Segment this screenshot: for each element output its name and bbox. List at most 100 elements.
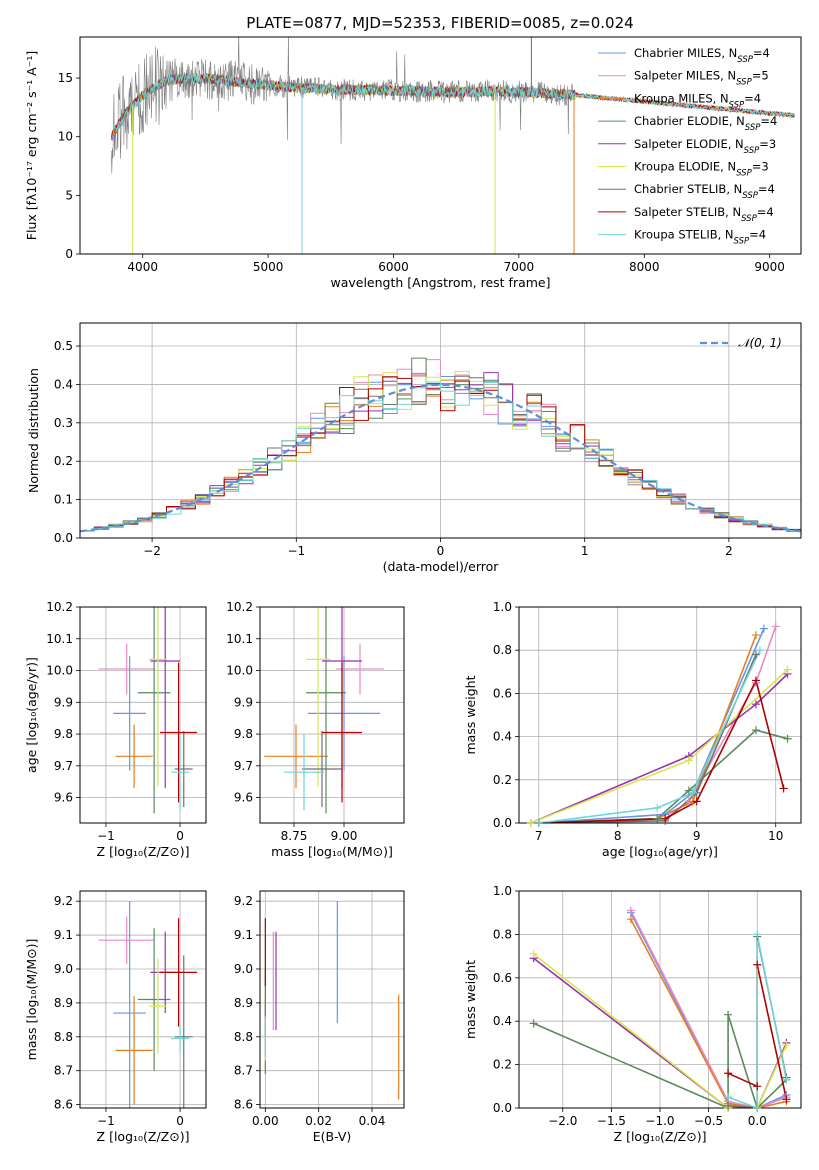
weight-marker-cm: [759, 624, 768, 633]
weight-marker-sm: [771, 622, 780, 631]
panel-age-vs-z: −1 0 9.6 9.7 9.8 9.9 10.0 10.1 10.2 Z [log₁₀(Z/Z⊙…: [24, 600, 207, 859]
weight-line-ks: [538, 649, 761, 823]
legend-entry: Chabrier STELIB, NSSP=4: [634, 182, 775, 201]
x-tick-label: 10: [768, 829, 783, 843]
y-tick-label: 9.8: [54, 727, 73, 741]
x-tick-label: 5000: [253, 260, 284, 274]
histogram-ss: [80, 376, 801, 532]
weight-marker-ss: [724, 1069, 733, 1078]
y-tick-label: 0.4: [493, 1014, 512, 1028]
weight-line-sm: [538, 626, 777, 823]
x-tick-label: 0: [437, 544, 445, 558]
y-tick-label: 10.0: [226, 664, 253, 678]
x-tick-label: 9.00: [331, 829, 358, 843]
axes-frame: [259, 890, 405, 1109]
x-tick-label: −1.5: [597, 1114, 626, 1128]
normal-curve: [80, 383, 801, 533]
y-axis-label: mass weight: [463, 675, 478, 754]
weight-marker-sm: [626, 906, 635, 915]
legend-entry: Kroupa MILES, NSSP=4: [634, 91, 761, 110]
y-tick-label: 0.0: [493, 1101, 512, 1115]
y-tick-label: 5: [65, 188, 73, 202]
x-tick-label: 0.00: [252, 1114, 279, 1128]
axes-frame: [259, 606, 405, 824]
plot-area: [264, 901, 400, 1100]
x-tick-label: 0.04: [359, 1114, 386, 1128]
x-tick-label: −2.0: [548, 1114, 577, 1128]
x-axis-label: mass [log₁₀(M/M⊙)]: [271, 844, 393, 859]
panel-weight-vs-age: 7 8 9 10 0.0 0.2 0.4 0.6 0.8 1.0 age [log₁₀(age/yr…: [463, 600, 802, 859]
y-tick-label: 9.6: [54, 791, 73, 805]
plot-area: [98, 901, 198, 1108]
grid: [260, 606, 404, 823]
spectrum-line-ks: [110, 73, 795, 139]
y-tick-label: 8.7: [234, 1064, 253, 1078]
x-tick-label: −1: [287, 544, 305, 558]
x-tick-label: −2: [143, 544, 161, 558]
y-tick-label: 0.8: [493, 643, 512, 657]
panel-residuals: −2 −1 0 1 2 0.0 0.1 0.2 0.3 0.4 0.5 (data-model)/er…: [26, 322, 802, 574]
weight-marker-ks: [688, 788, 697, 797]
figure-title: PLATE=0877, MJD=52353, FIBERID=0085, z=0…: [246, 14, 633, 32]
grid: [80, 606, 206, 823]
y-tick-label: 9.9: [54, 695, 73, 709]
y-tick-label: 9.1: [54, 928, 73, 942]
weight-marker-ks: [653, 803, 662, 812]
x-tick-label: −1: [97, 1114, 115, 1128]
x-tick-label: 9000: [754, 260, 785, 274]
y-tick-label: 0.2: [493, 773, 512, 787]
weight-marker-ss: [782, 1095, 791, 1104]
weight-marker-ss: [751, 676, 760, 685]
weight-marker-ke: [526, 819, 535, 827]
weight-marker-ce: [653, 814, 662, 823]
panel-mass-vs-z: −1 0 8.6 8.7 8.8 8.9 9.0 9.1 9.2 Z [log₁₀(Z/Z⊙)] m…: [24, 890, 207, 1144]
legend: Chabrier MILES, NSSP=4 Salpeter MILES, NS…: [598, 46, 777, 247]
weight-marker-ss: [661, 814, 670, 823]
y-tick-label: 9.8: [234, 727, 253, 741]
weight-marker-se: [751, 700, 760, 709]
x-tick-label: 9: [693, 829, 701, 843]
panel-weight-vs-z: −2.0 −1.5 −1.0 −0.5 0.0 0.0 0.2 0.4 0.6 0.8 1.0 Z […: [463, 884, 802, 1144]
axes-frame: [79, 890, 207, 1109]
legend-entry: Kroupa ELODIE, NSSP=3: [634, 160, 769, 179]
y-axis-label: mass weight: [463, 960, 478, 1039]
weight-line-ks: [727, 934, 788, 1108]
legend-entry: Kroupa STELIB, NSSP=4: [634, 228, 766, 247]
y-tick-label: 0.2: [54, 454, 73, 468]
weight-marker-ks: [782, 1075, 791, 1084]
weight-marker-cs: [751, 650, 760, 659]
x-tick-label: 4000: [127, 260, 158, 274]
x-axis-label: wavelength [Angstrom, rest frame]: [330, 275, 550, 290]
y-tick-label: 9.7: [234, 759, 253, 773]
y-tick-label: 10.0: [46, 664, 73, 678]
x-tick-label: 8.75: [281, 829, 308, 843]
y-axis-label: Flux [fλ10⁻¹⁷ erg cm⁻² s⁻¹ A⁻¹]: [24, 51, 39, 240]
x-tick-label: 2: [725, 544, 733, 558]
weight-marker-ke: [529, 949, 538, 958]
x-tick-label: 0: [176, 829, 184, 843]
weight-line-sm: [630, 910, 787, 1108]
x-tick-label: 0.02: [305, 1114, 332, 1128]
weight-line-ss: [538, 678, 785, 823]
spectrum-line-ss: [110, 72, 795, 139]
plot-area: [264, 607, 384, 814]
weight-marker-ce: [529, 1019, 538, 1028]
y-tick-label: 8.8: [54, 1030, 73, 1044]
y-tick-label: 8.9: [54, 996, 73, 1010]
plot-area: [80, 357, 801, 533]
x-axis-label: (data-model)/error: [383, 559, 500, 574]
weight-marker-ce: [724, 1010, 733, 1019]
axes-frame: [518, 606, 802, 824]
weight-line-km: [630, 918, 787, 1108]
weight-line-ce: [530, 729, 788, 823]
y-tick-label: 8.7: [54, 1064, 73, 1078]
y-axis-label: age [log₁₀(age/yr)]: [24, 657, 39, 773]
y-tick-label: 0.4: [493, 730, 512, 744]
weight-marker-ce: [783, 734, 792, 743]
x-tick-label: −1.0: [645, 1114, 674, 1128]
x-tick-label: 8: [614, 829, 622, 843]
grid: [80, 891, 206, 1108]
axes-frame: [79, 322, 802, 539]
y-tick-label: 0: [65, 247, 73, 261]
